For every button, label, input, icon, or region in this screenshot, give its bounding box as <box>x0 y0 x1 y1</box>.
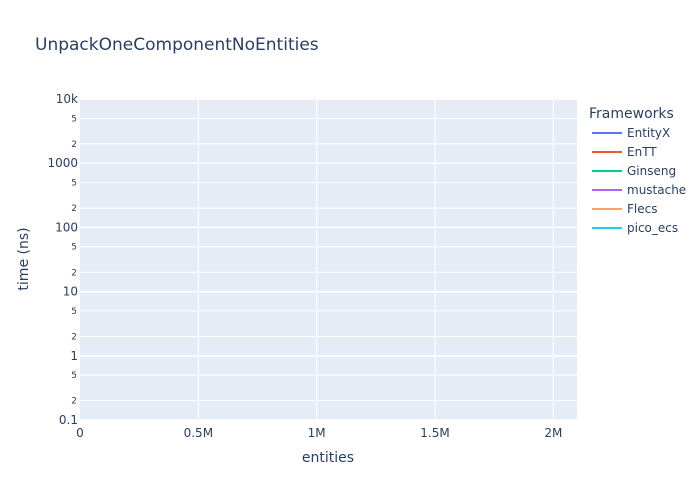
y-tick-label: 10k <box>56 92 78 106</box>
y-tick-label: 1 <box>70 349 78 363</box>
grid <box>80 98 577 421</box>
y-minor-tick-label: 2 <box>71 140 77 150</box>
legend-label-Ginseng: Ginseng <box>627 164 676 178</box>
x-tick-label: 2M <box>544 426 562 440</box>
y-minor-tick-label: 2 <box>71 332 77 342</box>
y-minor-tick-label: 5 <box>71 179 77 189</box>
y-tick-label: 100 <box>55 220 78 234</box>
y-minor-tick-label: 5 <box>71 371 77 381</box>
y-minor-tick-label: 2 <box>71 397 77 407</box>
y-minor-tick-label: 2 <box>71 268 77 278</box>
legend-label-Flecs: Flecs <box>627 202 657 216</box>
y-tick-label: 10 <box>63 285 78 299</box>
legend-label-pico_ecs: pico_ecs <box>627 221 678 235</box>
x-axis-ticks: 0 0.5M 1M 1.5M 2M <box>76 426 562 440</box>
y-tick-label: 1000 <box>47 156 78 170</box>
legend-label-mustache: mustache <box>627 183 686 197</box>
legend-label-EnTT: EnTT <box>627 145 657 159</box>
x-tick-label: 0.5M <box>184 426 213 440</box>
legend-title: Frameworks <box>589 106 674 122</box>
chart-title: UnpackOneComponentNoEntities <box>35 35 319 55</box>
plot-area <box>80 99 577 420</box>
y-minor-tick-label: 2 <box>71 204 77 214</box>
y-axis-ticks: 2 5 2 5 2 5 2 5 2 5 0.1 1 10 100 1000 10k <box>47 92 78 427</box>
x-tick-label: 0 <box>76 426 84 440</box>
x-tick-label: 1M <box>308 426 326 440</box>
y-minor-tick-label: 5 <box>71 307 77 317</box>
legend: Frameworks EntityX EnTT Ginseng mustache Fle… <box>589 106 686 235</box>
y-minor-tick-label: 5 <box>71 243 77 253</box>
y-minor-tick-label: 5 <box>71 114 77 124</box>
x-tick-label: 1.5M <box>420 426 449 440</box>
x-axis-title: entities <box>302 450 354 466</box>
legend-label-EntityX: EntityX <box>627 126 670 140</box>
y-tick-label: 0.1 <box>59 413 78 427</box>
y-axis-title: time (ns) <box>16 227 32 290</box>
